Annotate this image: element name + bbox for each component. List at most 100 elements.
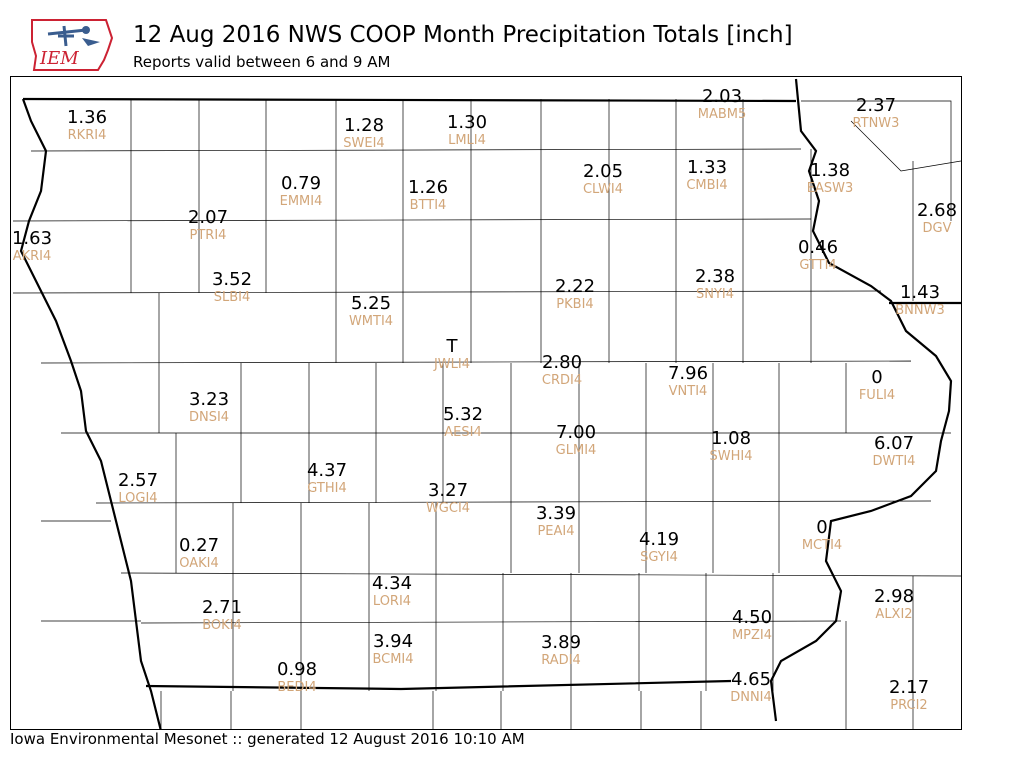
precip-value: 2.68 <box>917 200 957 221</box>
precip-value: 0.98 <box>277 659 317 680</box>
precip-value: 7.00 <box>556 422 596 443</box>
station-id: AESI4 <box>444 425 481 440</box>
station-id: OAKI4 <box>179 556 219 571</box>
station-id: WGCI4 <box>426 501 470 516</box>
station-id: GTHI4 <box>307 481 346 496</box>
precip-value: 2.57 <box>118 470 158 491</box>
station-id: SLBI4 <box>214 290 251 305</box>
precip-value: 3.27 <box>428 480 468 501</box>
map-frame: 1.36 RKRI4 1.28 SWEI4 1.30 LMLI4 2.03 MABM5 2.37… <box>10 76 962 730</box>
precip-value: 1.43 <box>900 282 940 303</box>
precip-value: 7.96 <box>668 363 708 384</box>
station-id: EMMI4 <box>280 194 323 209</box>
precip-value: 1.38 <box>810 160 850 181</box>
station-id: PKBI4 <box>556 297 593 312</box>
station-id: BEDI4 <box>277 680 316 695</box>
station-id: MABM5 <box>698 107 747 122</box>
precip-value: 1.26 <box>408 177 448 198</box>
footer-credit: Iowa Environmental Mesonet :: generated … <box>10 730 525 748</box>
precip-value: 2.80 <box>542 352 582 373</box>
station-id: LOGI4 <box>118 491 157 506</box>
precip-value: 4.34 <box>372 573 412 594</box>
station-id: DNSI4 <box>189 410 229 425</box>
precip-value: 0.27 <box>179 535 219 556</box>
precip-value: 6.07 <box>874 433 914 454</box>
precip-value: 5.32 <box>443 404 483 425</box>
precip-value: 2.71 <box>202 597 242 618</box>
precip-value: 2.17 <box>889 677 929 698</box>
precip-value: 3.94 <box>373 631 413 652</box>
precip-value: 0 <box>871 367 882 388</box>
station-id: BTTI4 <box>410 198 447 213</box>
precip-value: 4.19 <box>639 529 679 550</box>
precip-value: 3.52 <box>212 269 252 290</box>
precip-value: 2.05 <box>583 161 623 182</box>
station-id: AKRI4 <box>13 249 52 264</box>
precip-value: 0.46 <box>798 237 838 258</box>
station-id: GTTI4 <box>799 258 836 273</box>
station-id: RTNW3 <box>853 116 900 131</box>
precip-value: 1.63 <box>12 228 52 249</box>
station-id: DNNI4 <box>730 690 772 705</box>
station-id: WMTI4 <box>349 314 393 329</box>
logo-text: IEM <box>39 48 79 69</box>
precip-value: 2.37 <box>856 95 896 116</box>
precip-value: 1.08 <box>711 428 751 449</box>
station-id: CRDI4 <box>542 373 582 388</box>
precip-value: 0.79 <box>281 173 321 194</box>
station-id: JWLI4 <box>433 357 470 372</box>
station-id: BCMI4 <box>372 652 413 667</box>
precip-value: 1.30 <box>447 112 487 133</box>
precip-value: 2.98 <box>874 586 914 607</box>
station-id: DWTI4 <box>873 454 916 469</box>
station-id: VNTI4 <box>669 384 708 399</box>
precip-value: 1.36 <box>67 107 107 128</box>
iem-logo: IEM <box>28 16 116 76</box>
station-id: SGYI4 <box>640 550 678 565</box>
precip-value: 4.65 <box>731 669 771 690</box>
precip-value: 2.38 <box>695 266 735 287</box>
station-id: PRCI2 <box>890 698 927 713</box>
precip-value: T <box>446 336 459 357</box>
station-id: MCTI4 <box>802 538 842 553</box>
station-id: BNNW3 <box>895 303 945 318</box>
precip-value: 1.33 <box>687 157 727 178</box>
precip-value: 2.07 <box>188 207 228 228</box>
precip-value: 2.22 <box>555 276 595 297</box>
station-id: EASW3 <box>807 181 853 196</box>
station-id: PEAI4 <box>537 524 574 539</box>
station-id: LORI4 <box>373 594 411 609</box>
station-id: LMLI4 <box>448 133 486 148</box>
station-id: PTRI4 <box>190 228 227 243</box>
